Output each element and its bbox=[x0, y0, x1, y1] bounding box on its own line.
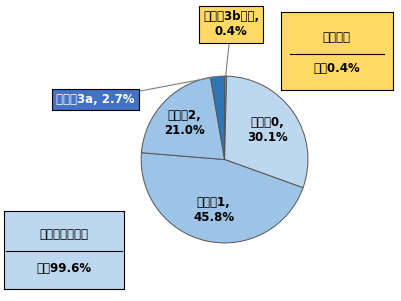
Text: 医療事故: 医療事故 bbox=[323, 31, 351, 44]
Text: レベル3a, 2.7%: レベル3a, 2.7% bbox=[56, 76, 217, 106]
Text: 計　99.6%: 計 99.6% bbox=[36, 262, 92, 275]
Text: レベル0,
30.1%: レベル0, 30.1% bbox=[247, 116, 288, 144]
Wedge shape bbox=[141, 153, 303, 243]
Text: 計　0.4%: 計 0.4% bbox=[314, 62, 360, 75]
Text: レベル2,
21.0%: レベル2, 21.0% bbox=[164, 109, 205, 137]
Wedge shape bbox=[225, 76, 227, 160]
Wedge shape bbox=[225, 76, 308, 188]
Text: レベル1,
45.8%: レベル1, 45.8% bbox=[193, 196, 234, 224]
Text: レベル3b以上,
0.4%: レベル3b以上, 0.4% bbox=[203, 11, 259, 76]
Text: ヒヤリ・ハット: ヒヤリ・ハット bbox=[40, 228, 89, 241]
Wedge shape bbox=[142, 77, 225, 160]
Wedge shape bbox=[211, 76, 225, 160]
